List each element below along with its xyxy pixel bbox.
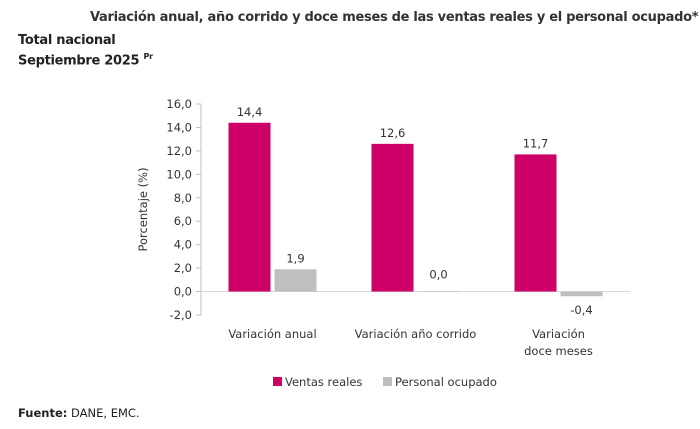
data-label: 12,6: [380, 126, 406, 140]
y-tick-label: 4,0: [174, 238, 192, 252]
x-category-label: Variación año corrido: [355, 327, 477, 341]
period-text: Septiembre 2025: [18, 53, 140, 69]
legend-label-0: Ventas reales: [285, 375, 362, 389]
legend-swatch-0: [273, 377, 282, 386]
y-tick-label: -2,0: [170, 308, 192, 322]
bar-personal-ocupado: [274, 269, 317, 292]
source-note: Fuente: DANE, EMC.: [18, 406, 140, 420]
y-axis-title: Porcentaje (%): [136, 167, 150, 251]
data-label: 14,4: [237, 105, 263, 119]
bar-personal-ocupado: [560, 291, 603, 297]
data-label: 1,9: [286, 251, 304, 265]
y-tick-label: 12,0: [166, 144, 192, 158]
data-label: 0,0: [429, 268, 447, 282]
bar-personal-ocupado: [417, 291, 460, 293]
x-category-label: Variación: [532, 327, 585, 341]
subtitle-period: Septiembre 2025 Pr: [18, 52, 153, 68]
x-category-label: Variación anual: [228, 327, 316, 341]
legend-swatch-1: [383, 377, 392, 386]
source-label: Fuente:: [18, 406, 68, 420]
preliminary-mark: Pr: [143, 52, 154, 61]
x-category-label: doce meses: [524, 344, 593, 358]
bar-ventas-reales: [514, 154, 557, 292]
source-text: DANE, EMC.: [71, 406, 140, 420]
data-label: 11,7: [523, 136, 549, 150]
bar-ventas-reales: [371, 143, 414, 292]
y-tick-label: 2,0: [174, 261, 192, 275]
subtitle-region: Total nacional: [18, 33, 116, 48]
chart-title: Variación anual, año corrido y doce mese…: [90, 10, 699, 25]
y-tick-label: 0,0: [174, 285, 192, 299]
bar-chart: 16,0 14,0 12,0 10,0 8,0 6,0 4,0 2,0 0,0 -2,0 Porce…: [136, 97, 630, 389]
bar-ventas-reales: [228, 122, 271, 292]
y-tick-label: 6,0: [174, 214, 192, 228]
y-tick-label: 16,0: [166, 97, 192, 111]
y-tick-label: 8,0: [174, 191, 192, 205]
legend-label-1: Personal ocupado: [395, 375, 497, 389]
y-tick-label: 14,0: [166, 120, 192, 134]
data-label: -0,4: [570, 303, 592, 317]
y-tick-label: 10,0: [166, 167, 192, 181]
